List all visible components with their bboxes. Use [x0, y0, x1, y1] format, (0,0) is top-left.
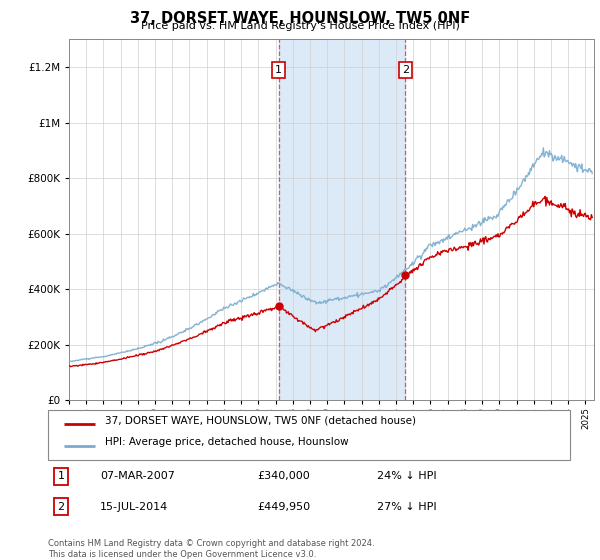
Text: 2: 2	[402, 65, 409, 75]
Text: 24% ↓ HPI: 24% ↓ HPI	[377, 472, 436, 482]
Text: HPI: Average price, detached house, Hounslow: HPI: Average price, detached house, Houn…	[106, 437, 349, 447]
FancyBboxPatch shape	[48, 410, 570, 460]
Text: £449,950: £449,950	[257, 502, 310, 512]
Text: 37, DORSET WAYE, HOUNSLOW, TW5 0NF (detached house): 37, DORSET WAYE, HOUNSLOW, TW5 0NF (deta…	[106, 415, 416, 425]
Text: £340,000: £340,000	[257, 472, 310, 482]
Text: Price paid vs. HM Land Registry's House Price Index (HPI): Price paid vs. HM Land Registry's House …	[140, 21, 460, 31]
Text: 27% ↓ HPI: 27% ↓ HPI	[377, 502, 436, 512]
Text: 15-JUL-2014: 15-JUL-2014	[100, 502, 169, 512]
Text: 1: 1	[58, 472, 65, 482]
Text: 1: 1	[275, 65, 282, 75]
Text: Contains HM Land Registry data © Crown copyright and database right 2024.
This d: Contains HM Land Registry data © Crown c…	[48, 539, 374, 559]
Text: 07-MAR-2007: 07-MAR-2007	[100, 472, 175, 482]
Bar	[278, 39, 406, 400]
Text: 37, DORSET WAYE, HOUNSLOW, TW5 0NF: 37, DORSET WAYE, HOUNSLOW, TW5 0NF	[130, 11, 470, 26]
Text: 2: 2	[58, 502, 65, 512]
